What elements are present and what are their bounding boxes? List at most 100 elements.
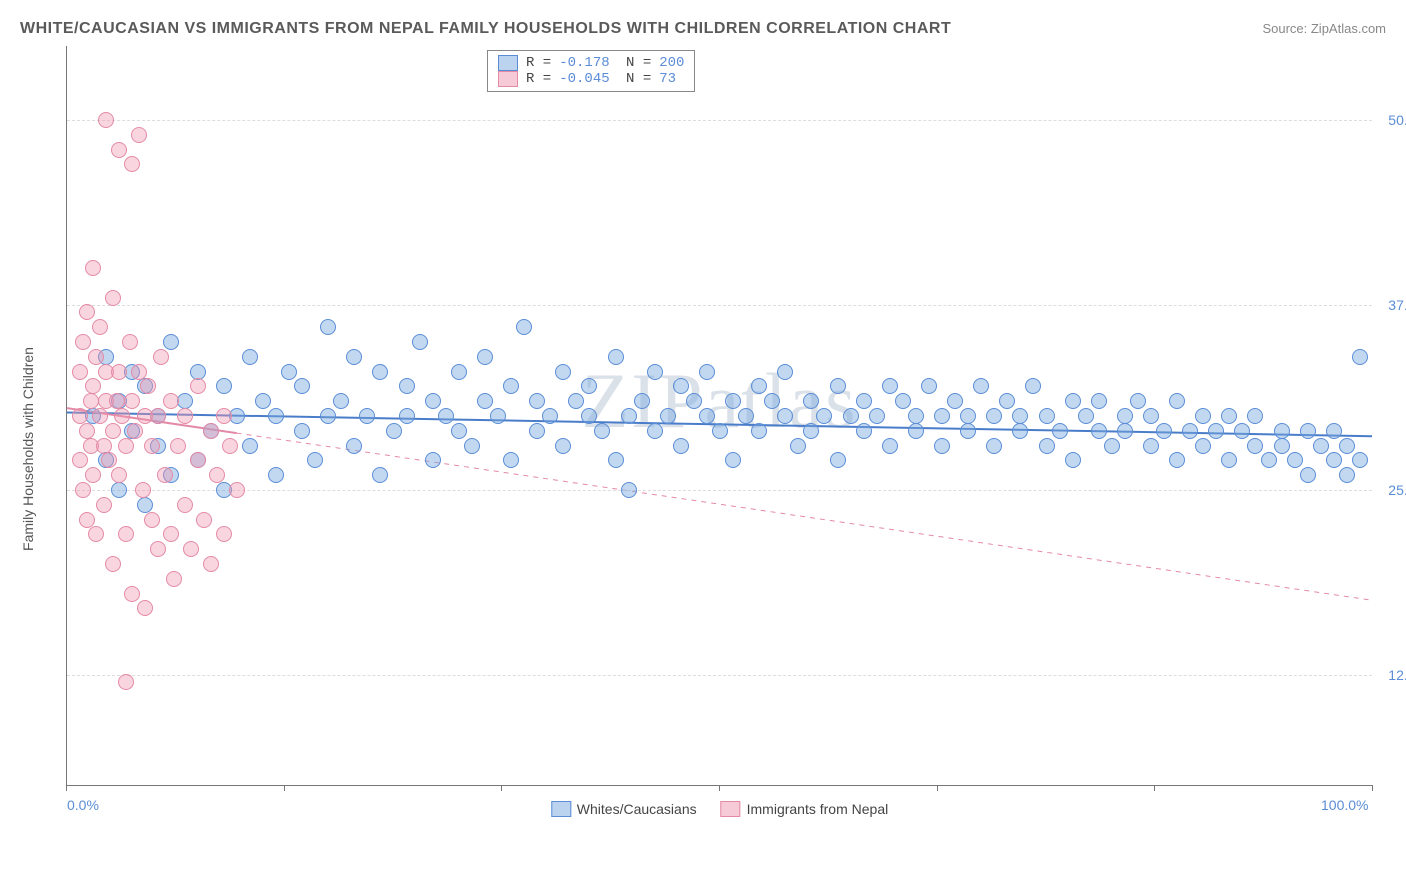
data-point: [105, 423, 121, 439]
x-tick-label: 0.0%: [67, 797, 99, 813]
data-point: [163, 334, 179, 350]
data-point: [608, 349, 624, 365]
data-point: [242, 438, 258, 454]
data-point: [79, 423, 95, 439]
legend-row-pink: R = -0.045 N = 73: [498, 71, 684, 87]
data-point: [1078, 408, 1094, 424]
data-point: [1052, 423, 1068, 439]
legend-swatch-pink: [498, 71, 518, 87]
data-point: [516, 319, 532, 335]
data-point: [999, 393, 1015, 409]
data-point: [1274, 423, 1290, 439]
data-point: [830, 378, 846, 394]
data-point: [438, 408, 454, 424]
data-point: [1065, 452, 1081, 468]
data-point: [986, 438, 1002, 454]
data-point: [1156, 423, 1172, 439]
data-point: [229, 482, 245, 498]
data-point: [96, 497, 112, 513]
data-point: [1091, 423, 1107, 439]
data-point: [882, 378, 898, 394]
legend-label: Whites/Caucasians: [577, 801, 697, 817]
data-point: [856, 423, 872, 439]
data-point: [1313, 438, 1329, 454]
data-point: [190, 452, 206, 468]
data-point: [92, 319, 108, 335]
data-point: [124, 586, 140, 602]
data-point: [1221, 452, 1237, 468]
legend-swatch-icon: [721, 801, 741, 817]
y-tick-label: 37.5%: [1388, 297, 1406, 313]
data-point: [1091, 393, 1107, 409]
gridline-h: [67, 305, 1372, 306]
data-point: [203, 556, 219, 572]
data-point: [581, 378, 597, 394]
data-point: [1287, 452, 1303, 468]
data-point: [725, 393, 741, 409]
data-point: [973, 378, 989, 394]
data-point: [673, 438, 689, 454]
legend-item-pink: Immigrants from Nepal: [721, 801, 889, 817]
data-point: [412, 334, 428, 350]
data-point: [555, 438, 571, 454]
data-point: [451, 423, 467, 439]
r-value-pink: -0.045: [559, 71, 609, 87]
data-point: [124, 156, 140, 172]
data-point: [118, 526, 134, 542]
data-point: [464, 438, 480, 454]
data-point: [294, 423, 310, 439]
data-point: [425, 393, 441, 409]
correlation-legend: R = -0.178 N = 200 R = -0.045 N = 73: [487, 50, 695, 92]
data-point: [111, 467, 127, 483]
data-point: [960, 408, 976, 424]
data-point: [1247, 438, 1263, 454]
data-point: [529, 393, 545, 409]
data-point: [1234, 423, 1250, 439]
data-point: [764, 393, 780, 409]
data-point: [712, 423, 728, 439]
data-point: [621, 408, 637, 424]
data-point: [72, 364, 88, 380]
data-point: [477, 393, 493, 409]
data-point: [346, 349, 362, 365]
data-point: [699, 364, 715, 380]
y-tick-label: 50.0%: [1388, 112, 1406, 128]
data-point: [109, 393, 125, 409]
data-point: [137, 600, 153, 616]
data-point: [183, 541, 199, 557]
data-point: [542, 408, 558, 424]
y-tick-label: 25.0%: [1388, 482, 1406, 498]
data-point: [1182, 423, 1198, 439]
chart-container: Family Households with Children ZIPatlas…: [20, 46, 1386, 836]
data-point: [153, 349, 169, 365]
data-point: [75, 334, 91, 350]
plot-area: ZIPatlas R = -0.178 N = 200 R = -0.045 N…: [66, 46, 1372, 786]
data-point: [1352, 349, 1368, 365]
data-point: [1065, 393, 1081, 409]
data-point: [934, 438, 950, 454]
data-point: [137, 497, 153, 513]
data-point: [333, 393, 349, 409]
data-point: [320, 319, 336, 335]
data-point: [144, 438, 160, 454]
data-point: [1247, 408, 1263, 424]
data-point: [751, 423, 767, 439]
data-point: [451, 364, 467, 380]
data-point: [242, 349, 258, 365]
legend-label: Immigrants from Nepal: [747, 801, 889, 817]
legend-swatch-icon: [551, 801, 571, 817]
data-point: [386, 423, 402, 439]
data-point: [157, 467, 173, 483]
data-point: [209, 467, 225, 483]
data-point: [294, 378, 310, 394]
gridline-h: [67, 120, 1372, 121]
data-point: [216, 408, 232, 424]
data-point: [882, 438, 898, 454]
data-point: [895, 393, 911, 409]
data-point: [581, 408, 597, 424]
data-point: [1025, 378, 1041, 394]
data-point: [1326, 423, 1342, 439]
gridline-h: [67, 490, 1372, 491]
data-point: [268, 467, 284, 483]
data-point: [1039, 438, 1055, 454]
